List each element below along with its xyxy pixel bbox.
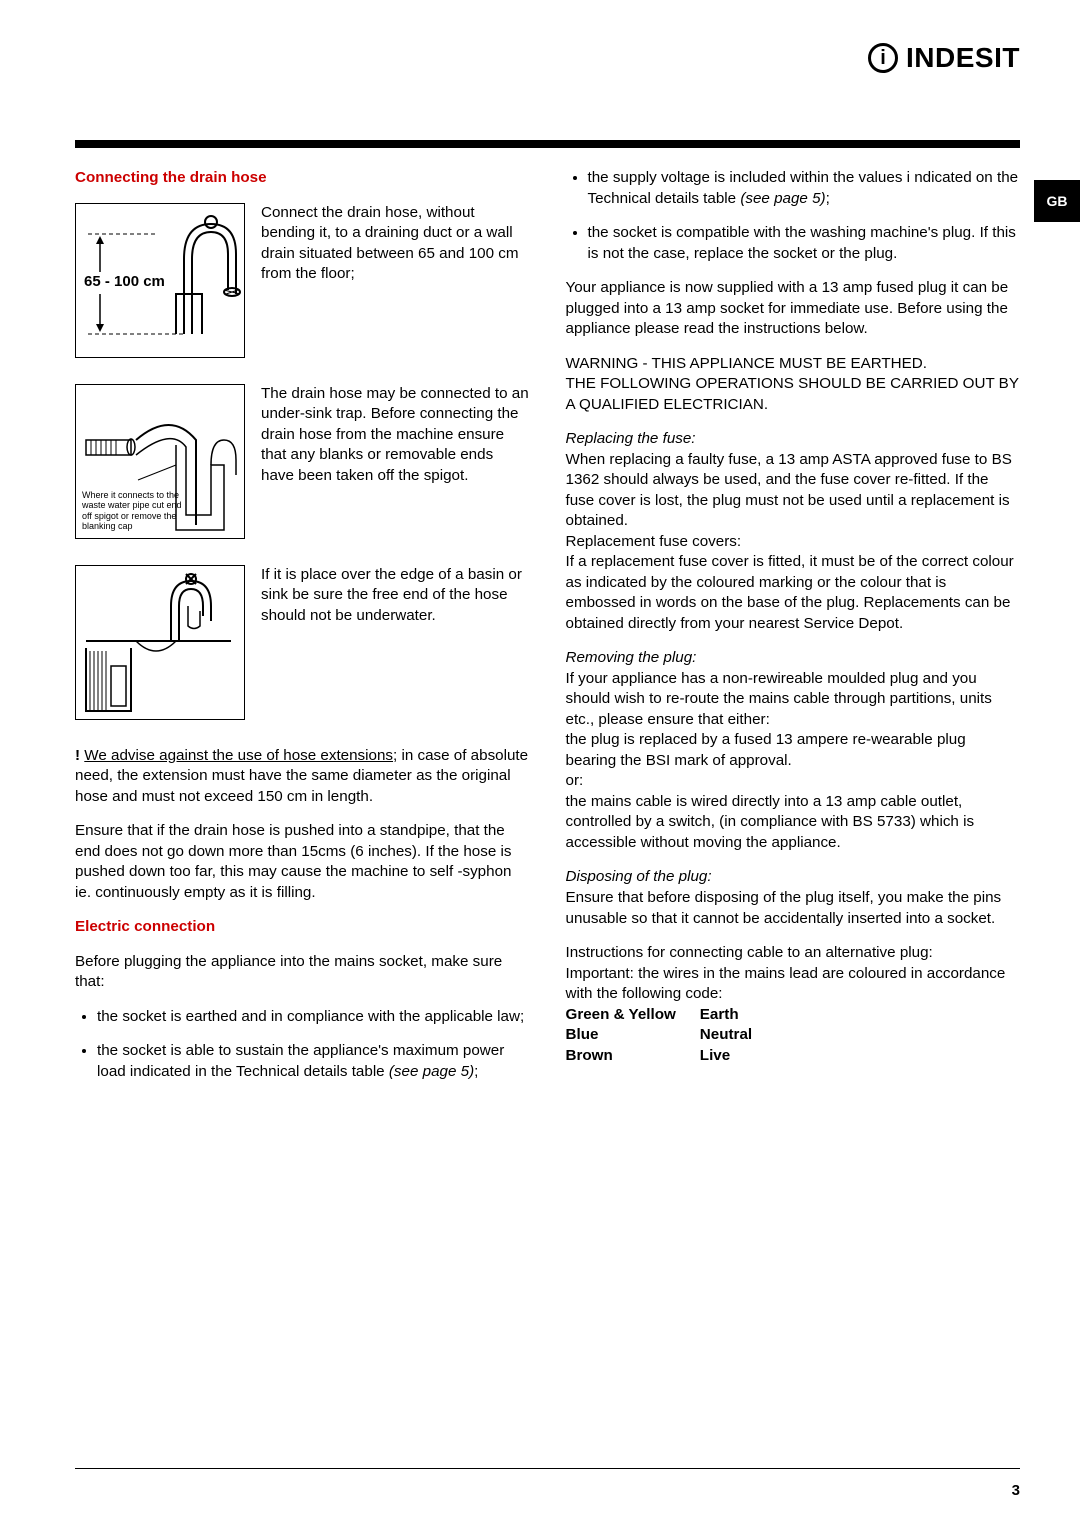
fig2-text: The drain hose may be connected to an un… [261, 384, 530, 539]
electric-bullet-2: the socket is able to sustain the applia… [97, 1041, 530, 1082]
wire-role-1: Earth [700, 1005, 776, 1026]
instructions-line1: Instructions for connecting cable to an … [566, 943, 1021, 964]
warning-block: WARNING - THIS APPLIANCE MUST BE EARTHED… [566, 354, 1021, 416]
main-content: Connecting the drain hose [75, 168, 1020, 1457]
removing-plug-p2: the plug is replaced by a fused 13 amper… [566, 730, 1021, 771]
wire-row-1: Green & YellowEarth [566, 1005, 777, 1026]
figure-2: Where it connects to the waste water pip… [75, 384, 245, 539]
wire-color-1: Green & Yellow [566, 1005, 700, 1026]
fig2-row: Where it connects to the waste water pip… [75, 384, 530, 539]
logo-letter: i [880, 47, 886, 70]
fig1-text: Connect the drain hose, without bending … [261, 203, 530, 358]
figure-3 [75, 565, 245, 720]
brand-logo: i Indesit [868, 42, 1020, 74]
disposing-plug-p1: Ensure that before disposing of the plug… [566, 888, 1021, 929]
language-tab: GB [1034, 180, 1080, 222]
wire-color-3: Brown [566, 1046, 700, 1067]
top-divider [75, 140, 1020, 148]
logo-icon: i [868, 43, 898, 73]
supplied-para: Your appliance is now supplied with a 13… [566, 278, 1021, 340]
instructions-line2: Important: the wires in the mains lead a… [566, 964, 1021, 1005]
figure-1: 65 - 100 cm [75, 203, 245, 358]
removing-plug-title: Removing the plug: [566, 648, 1021, 669]
drain-hose-heading: Connecting the drain hose [75, 168, 530, 189]
replacing-fuse-title: Replacing the fuse: [566, 429, 1021, 450]
electric-heading: Electric connection [75, 917, 530, 938]
logo-text: Indesit [906, 42, 1020, 74]
left-column: Connecting the drain hose [75, 168, 530, 1457]
wire-role-3: Live [700, 1046, 776, 1067]
fig1-label: 65 - 100 cm [84, 272, 165, 292]
right-column: the supply voltage is included within th… [566, 168, 1021, 1457]
wire-row-2: BlueNeutral [566, 1025, 777, 1046]
language-code: GB [1047, 193, 1068, 209]
fig3-row: If it is place over the edge of a basin … [75, 565, 530, 720]
disposing-plug-title: Disposing of the plug: [566, 867, 1021, 888]
right-bullet-1: the supply voltage is included within th… [588, 168, 1021, 209]
removing-plug-p3: the mains cable is wired directly into a… [566, 792, 1021, 854]
wire-color-table: Green & YellowEarth BlueNeutral BrownLiv… [566, 1005, 777, 1067]
wire-color-2: Blue [566, 1025, 700, 1046]
wire-row-3: BrownLive [566, 1046, 777, 1067]
right-bullet-2: the socket is compatible with the washin… [588, 223, 1021, 264]
hose-warning-para: ! We advise against the use of hose exte… [75, 746, 530, 808]
fig2-caption: Where it connects to the waste water pip… [82, 490, 182, 531]
electric-intro: Before plugging the appliance into the m… [75, 952, 530, 993]
warning-mark: ! [75, 747, 84, 764]
replacing-fuse-p2: Replacement fuse covers: [566, 532, 1021, 553]
right-bullets: the supply voltage is included within th… [566, 168, 1021, 264]
replacing-fuse-p3: If a replacement fuse cover is fitted, i… [566, 552, 1021, 634]
standpipe-para: Ensure that if the drain hose is pushed … [75, 821, 530, 903]
electric-bullets: the socket is earthed and in compliance … [75, 1007, 530, 1083]
fig3-text: If it is place over the edge of a basin … [261, 565, 530, 720]
electric-bullet-1: the socket is earthed and in compliance … [97, 1007, 530, 1028]
warning-line2: THE FOLLOWING OPERATIONS SHOULD BE CARRI… [566, 375, 1019, 413]
replacing-fuse-p1: When replacing a faulty fuse, a 13 amp A… [566, 450, 1021, 532]
fig1-row: 65 - 100 cm Connect the drain hose, with… [75, 203, 530, 358]
removing-plug-p1: If your appliance has a non-rewireable m… [566, 669, 1021, 731]
bottom-divider [75, 1468, 1020, 1469]
warning-line1: WARNING - THIS APPLIANCE MUST BE EARTHED… [566, 355, 927, 372]
removing-plug-or: or: [566, 771, 1021, 792]
page-number: 3 [1012, 1482, 1020, 1499]
hose-warning-underlined: We advise against the use of hose extens… [84, 747, 393, 764]
wire-role-2: Neutral [700, 1025, 776, 1046]
